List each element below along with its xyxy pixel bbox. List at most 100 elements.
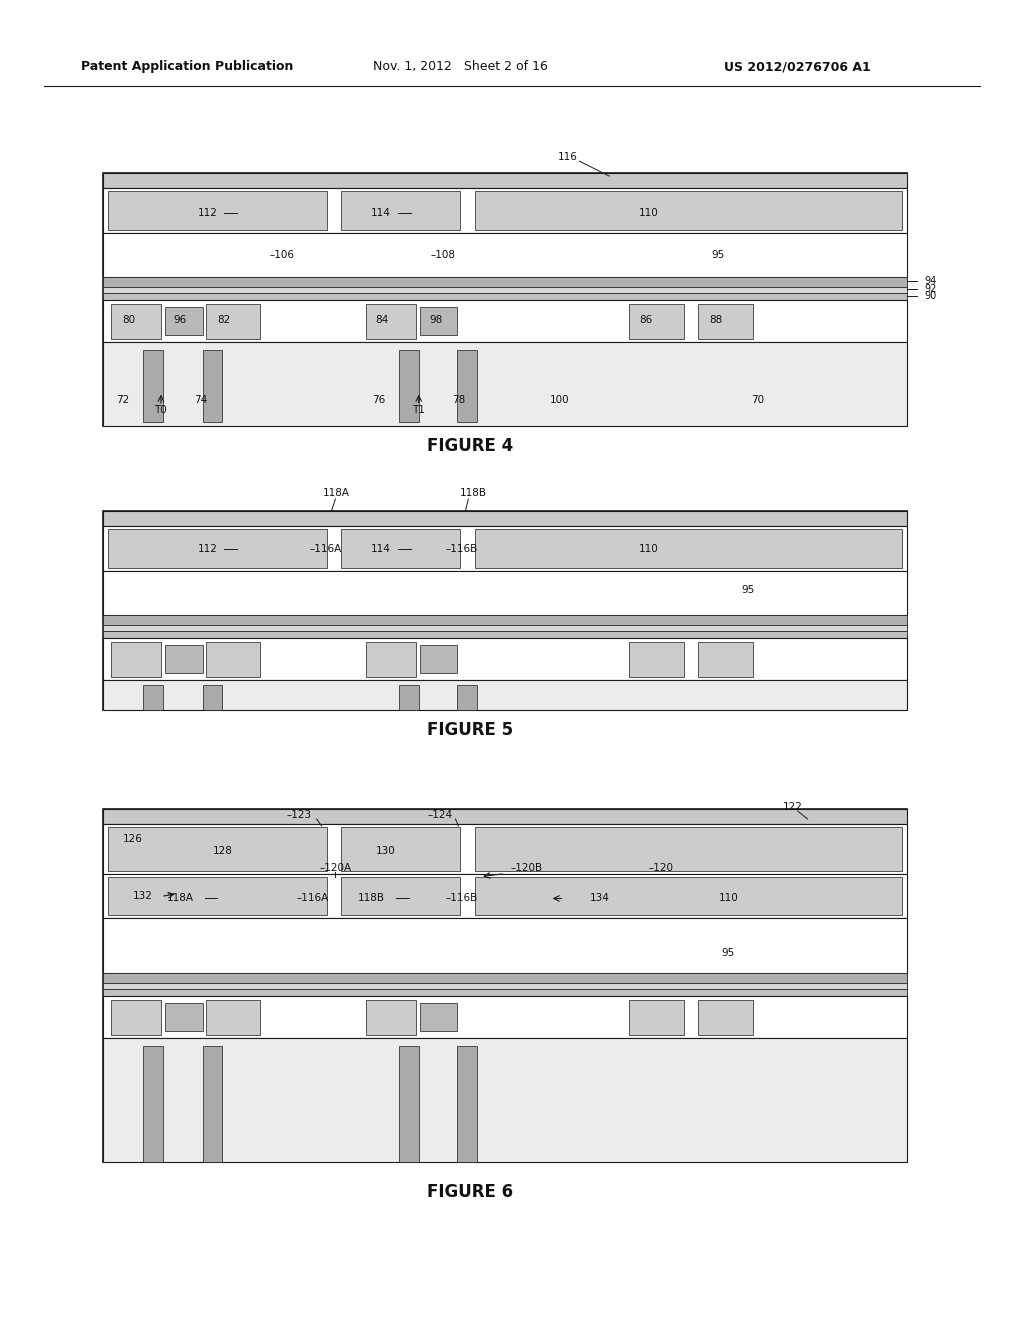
Bar [475, 826, 902, 871]
Bar [103, 809, 907, 1162]
Bar [206, 642, 260, 677]
Bar [629, 305, 684, 339]
Text: 82: 82 [218, 315, 231, 325]
Text: Nov. 1, 2012   Sheet 2 of 16: Nov. 1, 2012 Sheet 2 of 16 [373, 61, 548, 74]
Bar [698, 999, 753, 1035]
Text: US 2012/0276706 A1: US 2012/0276706 A1 [724, 61, 871, 74]
Bar [112, 642, 161, 677]
Text: –116B: –116B [445, 544, 478, 553]
Bar [475, 191, 902, 230]
Bar [103, 300, 907, 342]
Text: 94: 94 [925, 276, 937, 286]
Bar [203, 350, 222, 421]
Bar [203, 1045, 222, 1162]
Bar [109, 191, 327, 230]
Bar [420, 308, 458, 335]
Bar [112, 305, 161, 339]
Text: –120: –120 [649, 863, 674, 873]
Text: 110: 110 [639, 544, 658, 553]
Bar [341, 191, 461, 230]
Bar [327, 919, 344, 952]
Text: 72: 72 [117, 395, 130, 405]
Bar [165, 1003, 203, 1031]
Text: 110: 110 [639, 207, 658, 218]
Text: 134: 134 [590, 894, 609, 903]
Bar [103, 511, 907, 525]
Text: 95: 95 [722, 948, 735, 958]
Text: 86: 86 [639, 315, 652, 325]
Text: 95: 95 [741, 586, 755, 595]
Bar [420, 645, 458, 673]
Bar [103, 631, 907, 638]
Text: 130: 130 [376, 846, 396, 855]
Text: 74: 74 [194, 395, 207, 405]
Bar [103, 288, 907, 293]
Bar [112, 999, 161, 1035]
Text: T1: T1 [413, 405, 425, 414]
Bar [698, 642, 753, 677]
Bar [399, 1045, 419, 1162]
Bar [103, 809, 907, 824]
Text: Patent Application Publication: Patent Application Publication [82, 61, 294, 74]
Bar [103, 973, 907, 983]
Bar [341, 529, 461, 568]
Text: –108: –108 [431, 249, 456, 260]
Bar [458, 685, 477, 710]
Text: 118B: 118B [460, 488, 486, 498]
Text: FIGURE 5: FIGURE 5 [427, 721, 513, 739]
Text: 88: 88 [710, 315, 723, 325]
Bar [698, 305, 753, 339]
Text: 100: 100 [550, 395, 569, 405]
Bar [203, 685, 222, 710]
Text: 122: 122 [782, 803, 803, 812]
Text: 128: 128 [212, 846, 232, 855]
Bar [327, 570, 344, 593]
Bar [629, 642, 684, 677]
Text: 126: 126 [123, 834, 143, 843]
Text: –123: –123 [287, 810, 311, 820]
Bar [206, 999, 260, 1035]
Text: 90: 90 [925, 292, 937, 301]
Text: 80: 80 [123, 315, 136, 325]
Bar [109, 876, 327, 915]
Bar [461, 919, 478, 952]
Bar [103, 1038, 907, 1162]
Bar [103, 874, 907, 919]
Text: 76: 76 [373, 395, 386, 405]
Bar [341, 826, 461, 871]
Bar [103, 511, 907, 710]
Bar [461, 570, 478, 593]
Bar [420, 1003, 458, 1031]
Bar [103, 293, 907, 300]
Bar [399, 350, 419, 421]
Bar [103, 919, 907, 973]
Bar [103, 638, 907, 680]
Text: 114: 114 [371, 207, 391, 218]
Text: 78: 78 [452, 395, 465, 405]
Text: –120A: –120A [319, 863, 351, 873]
Bar [103, 232, 907, 277]
Bar [458, 350, 477, 421]
Bar [103, 824, 907, 874]
Bar [327, 874, 344, 907]
Bar [103, 995, 907, 1038]
Bar [341, 876, 461, 915]
Bar [103, 680, 907, 710]
Bar [103, 615, 907, 626]
Text: 70: 70 [752, 395, 765, 405]
Bar [103, 173, 907, 426]
Text: 110: 110 [719, 894, 738, 903]
Bar [367, 305, 416, 339]
Bar [629, 999, 684, 1035]
Text: –106: –106 [270, 249, 295, 260]
Text: 96: 96 [173, 315, 186, 325]
Bar [367, 642, 416, 677]
Text: FIGURE 4: FIGURE 4 [427, 437, 513, 455]
Text: T0: T0 [155, 405, 167, 414]
Text: 118B: 118B [357, 894, 385, 903]
Bar [103, 342, 907, 426]
Text: –116A: –116A [297, 894, 329, 903]
Bar [143, 1045, 163, 1162]
Text: 84: 84 [376, 315, 389, 325]
Bar [103, 173, 907, 187]
